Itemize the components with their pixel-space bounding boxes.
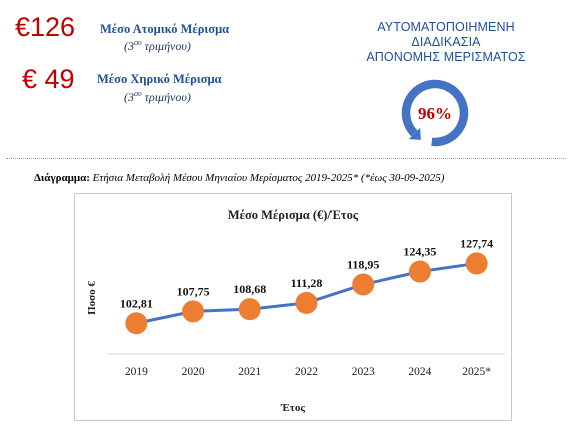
data-label: 107,75 xyxy=(177,284,210,298)
widow-dividend-value: € 49 xyxy=(22,64,75,94)
ring-arc xyxy=(401,79,469,147)
data-point-marker xyxy=(408,260,431,283)
data-label: 124,35 xyxy=(403,245,436,259)
widow-dividend-period: (3ου τριμήνου) xyxy=(124,89,191,104)
data-label: 118,95 xyxy=(347,258,379,272)
individual-dividend-label: Μέσο Ατομικό Μέρισμα xyxy=(100,22,230,36)
percent-label: 96% xyxy=(418,104,452,123)
y-axis-title: Ποσο € xyxy=(86,281,98,315)
x-tick-label: 2025* xyxy=(462,366,491,378)
data-point-marker xyxy=(352,273,375,296)
ring-arrowhead xyxy=(408,127,421,140)
section-divider xyxy=(6,158,566,159)
chart-caption: Διάγραμμα: Ετήσια Μεταβολή Μέσου Μηνιαίο… xyxy=(34,172,445,184)
x-tick-label: 2022 xyxy=(295,366,318,378)
x-tick-label: 2021 xyxy=(238,366,261,378)
chart-title: Μέσο Μέρισμα (€)/Έτος xyxy=(228,208,359,222)
data-label: 102,81 xyxy=(120,296,153,310)
line-chart: Μέσο Μέρισμα (€)/Έτος Ποσο € Έτος 102,81… xyxy=(86,208,505,414)
chart-frame: Μέσο Μέρισμα (€)/Έτος Ποσο € Έτος 102,81… xyxy=(74,193,512,421)
data-point-marker xyxy=(238,298,261,321)
data-label: 111,28 xyxy=(291,276,323,290)
x-axis-title: Έτος xyxy=(280,402,305,414)
data-label: 108,68 xyxy=(233,282,266,296)
individual-dividend-period: (3ου τριμήνου) xyxy=(124,38,191,53)
data-point-marker xyxy=(125,312,148,335)
data-point-marker xyxy=(295,291,318,314)
data-point-marker xyxy=(182,300,205,323)
x-tick-label: 2023 xyxy=(352,366,375,378)
percent-ring-gauge: 96% xyxy=(401,79,469,147)
x-tick-label: 2024 xyxy=(408,366,431,378)
data-point-marker xyxy=(465,252,488,275)
x-tick-label: 2020 xyxy=(182,366,205,378)
automation-badge-title: ΑΥΤΟΜΑΤΟΠΟΙΗΜΕΝΗ ΔΙΑΔΙΚΑΣΙΑ ΑΠΟΝΟΜΗΣ ΜΕΡ… xyxy=(366,20,526,64)
individual-dividend-value: €126 xyxy=(15,12,76,42)
widow-dividend-label: Μέσο Χηρικό Μέρισμα xyxy=(97,72,222,86)
x-tick-label: 2019 xyxy=(125,366,148,378)
data-label: 127,74 xyxy=(460,236,493,250)
